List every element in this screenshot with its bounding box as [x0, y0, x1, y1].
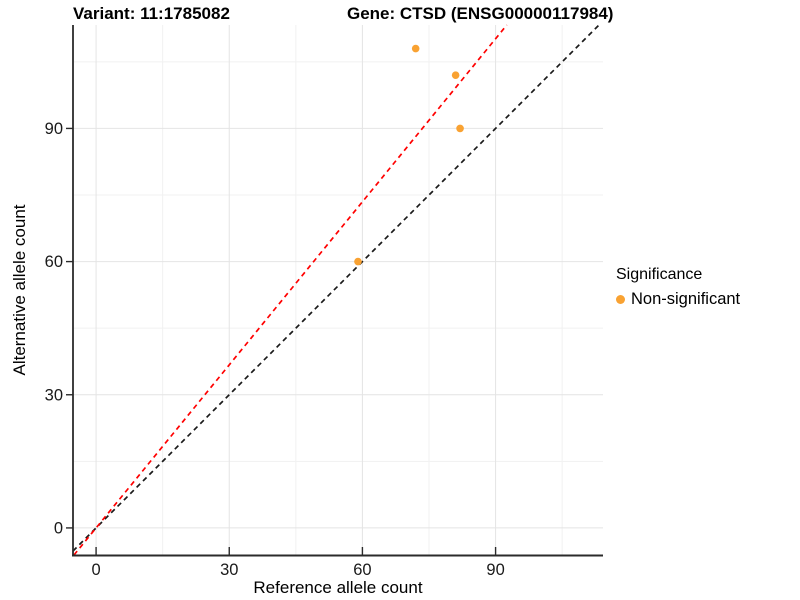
y-axis-title: Alternative allele count — [10, 204, 29, 376]
data-point — [451, 71, 460, 79]
x-tick-label: 90 — [486, 561, 504, 579]
allelic-ratio-line — [73, 24, 508, 556]
x-tick-label: 60 — [353, 561, 371, 579]
y-tick-label: 30 — [45, 386, 63, 404]
x-axis-title: Reference allele count — [253, 578, 423, 597]
legend-item-label: Non-significant — [631, 290, 741, 308]
y-tick-label: 0 — [54, 519, 63, 537]
legend-item-non-significant: Non-significant — [616, 290, 740, 309]
data-point — [456, 124, 464, 133]
y-tick-label: 90 — [45, 120, 63, 138]
gene-title: Gene: CTSD (ENSG00000117984) — [347, 4, 614, 23]
point-swatch-icon — [616, 295, 625, 304]
variant-title: Variant: 11:1785082 — [73, 4, 230, 23]
data-point — [354, 257, 362, 266]
plot-panel — [73, 25, 603, 555]
y-tick-label: 60 — [45, 253, 63, 271]
data-point — [411, 44, 420, 53]
x-tick-label: 0 — [91, 561, 100, 579]
identity-line — [72, 24, 600, 552]
x-tick-label: 30 — [220, 561, 238, 579]
legend-title: Significance — [616, 266, 703, 283]
legend: Significance Non-significant — [616, 266, 740, 309]
